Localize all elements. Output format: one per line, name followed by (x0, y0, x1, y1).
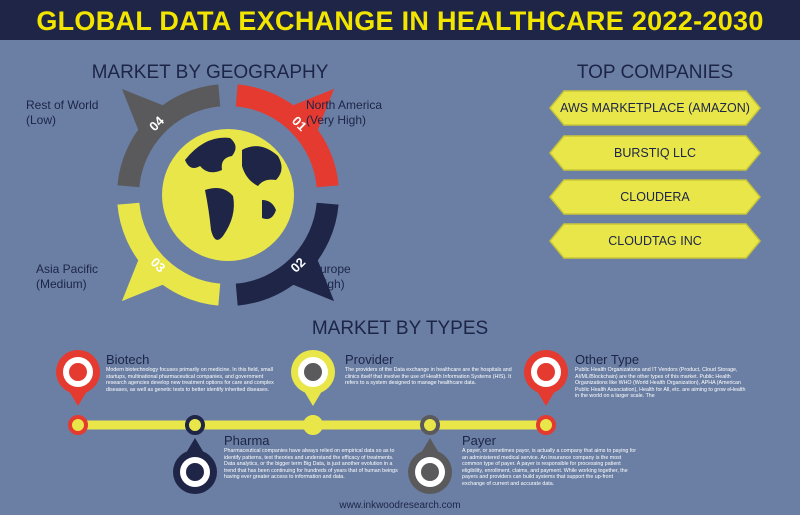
region-arrow (121, 88, 165, 132)
type-description: Modern biotechnology focuses primarily o… (106, 367, 274, 393)
timeline-dot (185, 415, 205, 435)
region-name: Europe (312, 262, 351, 276)
region-arrow (121, 258, 165, 302)
region-name: North America (306, 98, 383, 112)
section-title: MARKET BY GEOGRAPHY (91, 62, 329, 83)
type-name: Other Type (575, 352, 640, 367)
company-pills (549, 90, 761, 259)
icon-glyph (537, 363, 555, 381)
types-timeline (56, 350, 568, 494)
icon-glyph (69, 363, 87, 381)
region-level: (Very High) (306, 113, 367, 127)
region-name: Asia Pacific (36, 262, 99, 276)
company-name: CLOUDERA (620, 190, 690, 204)
title-bar (0, 0, 800, 40)
section-title: MARKET BY TYPES (311, 318, 489, 339)
globe (162, 129, 294, 261)
company-name: AWS MARKETPLACE (AMAZON) (560, 101, 750, 115)
icon-glyph (186, 463, 204, 481)
type-description: The providers of the Data exchange in he… (345, 367, 512, 387)
company-pill (549, 135, 761, 171)
region-name: Rest of World (26, 98, 99, 112)
company-name: BURSTIQ LLC (614, 146, 696, 160)
company-pill (549, 179, 761, 215)
company-pill (549, 90, 761, 126)
timeline-dot (68, 415, 88, 435)
type-name: Payer (462, 433, 496, 448)
region-level: (Medium) (36, 277, 87, 291)
region-arrow (291, 258, 335, 302)
type-description: A payer, or sometimes payor, is actually… (462, 448, 636, 487)
icon-glyph (304, 363, 322, 381)
region-level: (High) (312, 277, 345, 291)
region-arc (235, 84, 339, 188)
icon-glyph (421, 463, 439, 481)
region-arc (117, 202, 221, 306)
page-title: GLOBAL DATA EXCHANGE IN HEALTHCARE 2022-… (36, 6, 764, 36)
type-name: Provider (345, 352, 394, 367)
region-arc (117, 84, 221, 188)
type-description: Public Health Organizations and IT Vendo… (575, 367, 746, 400)
timeline-dot (303, 415, 323, 435)
timeline-dot (420, 415, 440, 435)
type-name: Pharma (224, 433, 270, 448)
company-name: CLOUDTAG INC (608, 234, 702, 248)
region-arrow (291, 88, 335, 132)
region-level: (Low) (26, 113, 57, 127)
type-name: Biotech (106, 352, 150, 367)
section-title: TOP COMPANIES (576, 62, 734, 83)
company-pill (549, 223, 761, 259)
region-arc (235, 202, 339, 306)
footer-website: www.inkwoodresearch.com (339, 500, 461, 511)
timeline-dot (536, 415, 556, 435)
type-description: Pharmaceutical companies have always rel… (224, 448, 398, 481)
